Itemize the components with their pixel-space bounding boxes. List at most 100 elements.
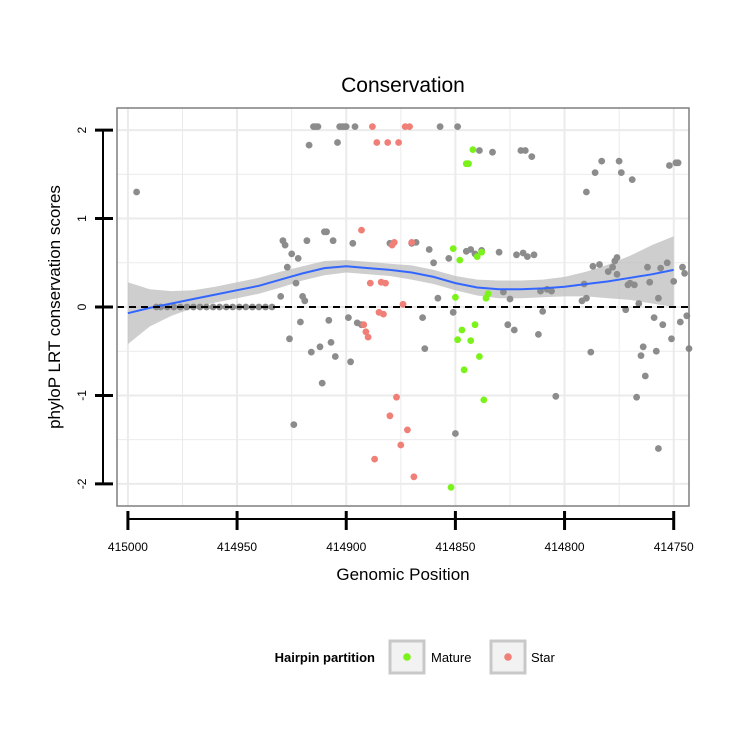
point-star — [369, 123, 376, 130]
point-other — [349, 239, 357, 247]
point-other — [430, 259, 437, 267]
point-other — [268, 303, 276, 311]
legend-label-mature: Mature — [431, 650, 471, 665]
smooth-line — [127, 265, 674, 315]
x-tick-label: 414800 — [545, 540, 585, 554]
point-other — [668, 335, 675, 343]
point-star — [371, 455, 378, 463]
point-other — [504, 321, 512, 329]
point-other — [334, 139, 341, 146]
point-mature — [449, 245, 457, 253]
point-other — [657, 264, 664, 272]
point-other — [170, 303, 178, 311]
point-other — [583, 188, 590, 196]
point-other — [327, 339, 335, 346]
point-other — [644, 263, 651, 271]
point-other — [613, 270, 621, 278]
point-other — [506, 295, 514, 303]
point-star — [366, 279, 374, 287]
point-other — [679, 263, 686, 271]
point-other — [445, 255, 453, 262]
point-other — [510, 326, 518, 334]
point-other — [535, 331, 542, 338]
legend-title: Hairpin partition — [275, 650, 375, 665]
point-other — [670, 278, 678, 285]
point-other — [631, 281, 638, 289]
point-other — [609, 263, 616, 271]
x-tick-label: 414950 — [217, 540, 257, 554]
point-star — [410, 473, 418, 481]
point-mature — [480, 396, 488, 404]
point-other — [591, 169, 599, 177]
x-tick-label: 414750 — [654, 540, 694, 554]
point-other — [303, 237, 311, 245]
point-star — [360, 321, 368, 329]
point-other — [242, 303, 250, 311]
point-other — [646, 278, 654, 286]
point-other — [663, 259, 671, 267]
point-other — [133, 188, 141, 196]
point-other — [467, 246, 475, 253]
point-star — [397, 441, 405, 449]
axes-layer: 415000 414950 414900 414850 414800 414750 -2 -1… — [75, 126, 694, 554]
point-star — [358, 226, 365, 234]
y-tick-label: 1 — [75, 215, 89, 222]
point-other — [286, 335, 293, 343]
point-other — [476, 147, 483, 154]
x-axis-title: Genomic Position — [336, 565, 469, 584]
point-mature — [473, 253, 481, 260]
point-other — [277, 293, 285, 300]
point-other — [615, 157, 623, 165]
point-other — [297, 318, 304, 326]
point-other — [598, 157, 606, 165]
point-other — [452, 430, 459, 437]
point-mature — [465, 160, 472, 168]
point-star — [408, 239, 416, 246]
point-mature — [454, 336, 461, 344]
point-other — [639, 343, 647, 351]
point-star — [364, 333, 372, 341]
point-other — [530, 251, 538, 259]
point-star — [384, 139, 392, 146]
point-other — [524, 253, 531, 260]
point-other — [637, 352, 645, 359]
point-star — [373, 139, 381, 146]
point-other — [281, 241, 289, 249]
point-other — [292, 279, 300, 287]
x-tick-label: 414850 — [435, 540, 475, 554]
point-other — [331, 353, 339, 360]
point-other — [449, 308, 457, 316]
point-other — [329, 237, 337, 245]
point-other — [587, 348, 595, 356]
point-other — [419, 314, 426, 321]
point-star — [382, 279, 389, 287]
x-tick-label: 415000 — [108, 540, 148, 554]
point-other — [633, 393, 640, 401]
point-mature — [458, 326, 466, 334]
point-mature — [471, 321, 479, 329]
point-other — [613, 254, 621, 261]
point-other — [318, 379, 326, 387]
point-other — [307, 348, 315, 356]
point-other — [425, 246, 433, 253]
points-star-layer — [358, 123, 418, 481]
point-other — [325, 316, 333, 324]
point-other — [652, 347, 660, 355]
point-other — [641, 372, 649, 380]
point-other — [255, 303, 263, 311]
point-star — [406, 123, 413, 130]
point-other — [666, 162, 673, 169]
point-other — [229, 303, 237, 311]
point-mature — [484, 290, 492, 298]
panel-border — [116, 107, 690, 507]
legend-swatch-mature — [403, 653, 411, 661]
point-other — [283, 263, 291, 271]
point-other — [589, 262, 597, 270]
point-star — [399, 300, 407, 308]
point-mature — [467, 337, 475, 344]
point-other — [659, 321, 667, 329]
y-tick-label: 0 — [75, 303, 89, 310]
point-other — [489, 148, 496, 156]
point-star — [386, 412, 394, 420]
